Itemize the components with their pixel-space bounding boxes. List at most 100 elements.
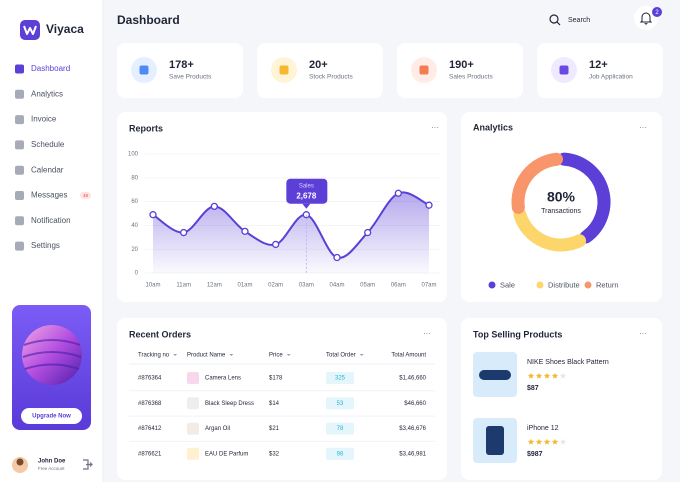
nav-label[interactable]: Dashboard xyxy=(31,64,70,73)
y-tick-label: 20 xyxy=(131,247,138,253)
order-pill xyxy=(326,397,354,410)
rating-star xyxy=(543,438,551,445)
user-name: John Doe xyxy=(38,459,66,465)
top-selling-list: NIKE Shoes Black Pattern $87 iPhone 12 $987 xyxy=(473,352,609,463)
rating-star xyxy=(535,372,543,379)
search-label[interactable]: Search xyxy=(568,17,590,24)
nav-icon xyxy=(15,140,24,150)
nav-label[interactable]: Schedule xyxy=(31,140,65,149)
column-header[interactable]: Product Name xyxy=(187,353,226,359)
legend-swatch xyxy=(488,281,496,289)
nav-icon xyxy=(15,191,24,200)
analytics-chart: Sale Distribute Return xyxy=(488,152,619,289)
nav-label[interactable]: Analytics xyxy=(31,89,63,98)
cell: 53 xyxy=(337,401,344,407)
top-selling-menu[interactable]: ··· xyxy=(639,329,647,338)
line-point xyxy=(241,227,249,236)
y-tick-label: 40 xyxy=(131,223,138,229)
legend-swatch xyxy=(536,281,544,289)
reports-menu[interactable]: ··· xyxy=(431,123,439,132)
line-point xyxy=(180,228,188,237)
nav: Dashboard Analytics Invoice Schedule Calenda… xyxy=(15,64,91,251)
donut-value: 80% xyxy=(547,189,576,205)
legend-label: Distribute xyxy=(548,280,580,289)
analytics-title: Analytics xyxy=(473,122,513,132)
cell: $21 xyxy=(269,426,280,432)
nav-badge xyxy=(80,192,91,199)
analytics-menu[interactable]: ··· xyxy=(639,123,647,132)
user-plan: Free Account xyxy=(38,466,65,471)
column-header[interactable]: Tracking no xyxy=(138,353,170,359)
line-point xyxy=(333,253,341,262)
stat-icon xyxy=(139,65,149,75)
rating-star xyxy=(535,438,543,445)
donut-segment xyxy=(511,152,564,214)
orders-menu[interactable]: ··· xyxy=(423,329,431,338)
cell: $1,46,660 xyxy=(399,376,426,382)
nav-icon xyxy=(15,89,24,99)
stat-value: 20+ xyxy=(309,59,328,71)
stat-label: Stock Products xyxy=(309,74,353,81)
product-thumb xyxy=(187,422,199,435)
search-icon[interactable] xyxy=(549,14,559,24)
x-tick-label: 03am xyxy=(299,283,314,289)
nav-label[interactable]: Invoice xyxy=(31,115,57,124)
x-tick-label: 04am xyxy=(329,283,344,289)
order-pill xyxy=(326,372,354,384)
line xyxy=(152,191,430,259)
legend-swatch xyxy=(584,281,592,289)
sort-icon xyxy=(359,354,364,356)
rating-star xyxy=(559,372,567,379)
bell-icon xyxy=(639,12,653,25)
line-area xyxy=(153,192,429,273)
stat-card xyxy=(397,43,523,98)
reports-chart: 0 20 40 60 80 100 10am 11am 12am 01am 02am 03am 04am… xyxy=(128,152,440,289)
cell: #876412 xyxy=(138,426,162,432)
line-point xyxy=(394,189,402,197)
line-point xyxy=(149,211,157,219)
promo-sphere xyxy=(22,325,82,385)
orders-title: Recent Orders xyxy=(129,329,191,339)
x-tick-label: 10am xyxy=(145,283,160,289)
logout-icon[interactable] xyxy=(83,459,93,470)
analytics-card xyxy=(461,112,662,302)
cell: $178 xyxy=(269,376,283,382)
column-header[interactable]: Total Order xyxy=(326,353,356,359)
column-header[interactable]: Price xyxy=(269,353,283,359)
stat-value: 190+ xyxy=(449,59,474,71)
tooltip-arrow xyxy=(302,203,311,209)
upgrade-button[interactable] xyxy=(21,408,82,424)
tooltip-label: Sales xyxy=(299,183,314,189)
upgrade-label[interactable]: Upgrade Now xyxy=(32,414,71,420)
x-tick-label: 02am xyxy=(268,283,283,289)
cell: Black Sleep Dress xyxy=(205,401,254,407)
sort-icon xyxy=(286,354,291,356)
x-tick-label: 07am xyxy=(421,283,436,289)
cell: 78 xyxy=(337,426,344,432)
cell: #876368 xyxy=(138,401,162,407)
logo-mark xyxy=(23,25,37,35)
column-header[interactable]: Total Amount xyxy=(391,353,426,359)
orders-table: Tracking no Product Name Price Total Order T… xyxy=(129,353,435,460)
cell: #876364 xyxy=(138,376,162,382)
nav-label[interactable]: Calendar xyxy=(31,165,64,174)
rating-star xyxy=(527,438,535,445)
product-price: $87 xyxy=(527,385,539,392)
stat-label: Job Application xyxy=(589,74,633,81)
product-thumb xyxy=(187,397,199,410)
cell: 98 xyxy=(337,451,344,457)
y-tick-label: 60 xyxy=(131,199,138,205)
brand: Viyaca xyxy=(46,22,84,36)
y-tick-label: 0 xyxy=(135,271,139,277)
nav-label[interactable]: Messages xyxy=(31,191,67,200)
donut-segment xyxy=(557,152,611,244)
nav-label[interactable]: Settings xyxy=(31,241,60,250)
nav-label[interactable]: Notification xyxy=(31,216,71,225)
nav-icon xyxy=(15,216,24,226)
line-point xyxy=(364,228,372,237)
x-tick-label: 12am xyxy=(207,283,222,289)
page-title: Dashboard xyxy=(117,13,180,27)
cell: $3,46,981 xyxy=(399,451,426,457)
avatar-head xyxy=(16,458,24,466)
